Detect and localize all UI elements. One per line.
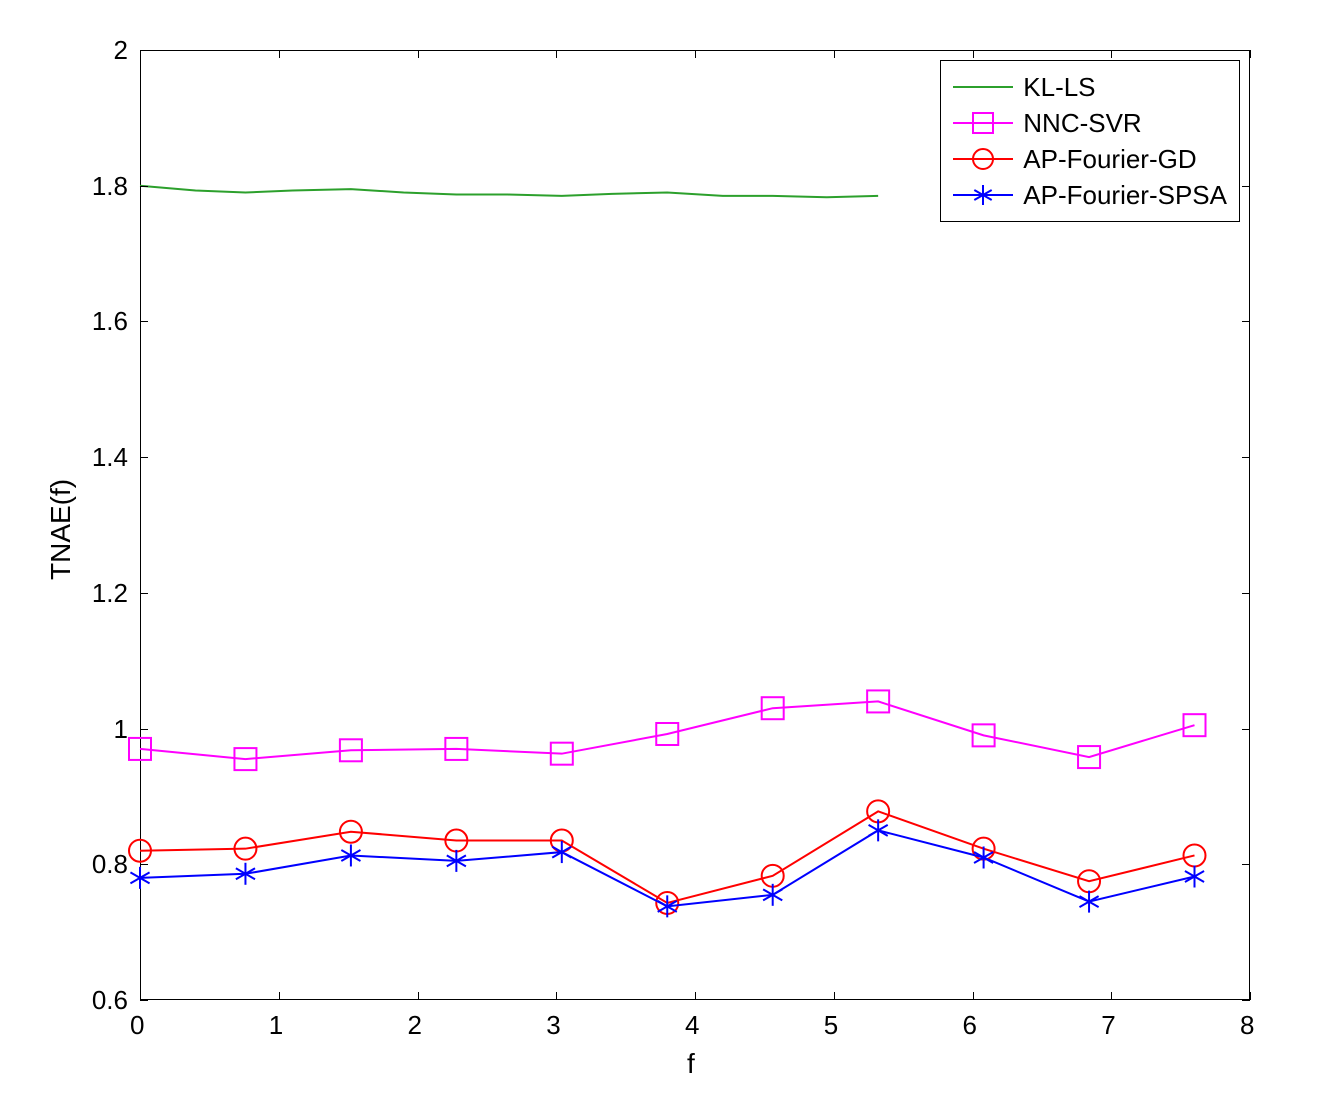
legend-item: AP-Fourier-SPSA bbox=[953, 177, 1227, 213]
x-tick-label: 7 bbox=[1101, 1010, 1115, 1041]
y-tick-mark bbox=[1242, 321, 1250, 322]
y-tick-mark bbox=[1242, 186, 1250, 187]
legend: KL-LS NNC-SVR AP-Fourier-GD AP-Fourier-SPSA bbox=[940, 60, 1240, 222]
series-line-AP-Fourier-SPSA bbox=[140, 830, 1195, 906]
x-tick-mark bbox=[418, 992, 419, 1000]
x-tick-mark bbox=[1111, 992, 1112, 1000]
x-tick-mark bbox=[1250, 992, 1251, 1000]
x-tick-mark bbox=[279, 992, 280, 1000]
y-tick-label: 1.6 bbox=[92, 306, 128, 337]
x-tick-label: 3 bbox=[546, 1010, 560, 1041]
series-line-AP-Fourier-GD bbox=[140, 811, 1195, 903]
y-tick-label: 0.6 bbox=[92, 985, 128, 1016]
x-tick-mark bbox=[140, 992, 141, 1000]
legend-label: AP-Fourier-SPSA bbox=[1023, 180, 1227, 211]
legend-label: AP-Fourier-GD bbox=[1023, 144, 1196, 175]
y-tick-mark bbox=[140, 864, 148, 865]
x-tick-mark bbox=[418, 50, 419, 58]
x-tick-mark bbox=[834, 50, 835, 58]
legend-item: AP-Fourier-GD bbox=[953, 141, 1227, 177]
x-tick-mark bbox=[695, 992, 696, 1000]
x-tick-label: 8 bbox=[1240, 1010, 1254, 1041]
y-tick-mark bbox=[140, 50, 148, 51]
y-tick-mark bbox=[140, 729, 148, 730]
series-line-NNC-SVR bbox=[140, 701, 1195, 759]
y-tick-mark bbox=[1242, 864, 1250, 865]
y-tick-label: 2 bbox=[114, 35, 128, 66]
y-tick-mark bbox=[140, 1000, 148, 1001]
y-tick-mark bbox=[140, 186, 148, 187]
series-marker-AP-Fourier-SPSA bbox=[1079, 891, 1098, 913]
x-tick-mark bbox=[695, 50, 696, 58]
x-tick-label: 2 bbox=[408, 1010, 422, 1041]
y-tick-label: 1 bbox=[114, 714, 128, 745]
y-tick-label: 1.8 bbox=[92, 171, 128, 202]
series-line-KL-LS bbox=[140, 186, 878, 198]
x-tick-mark bbox=[140, 50, 141, 58]
x-tick-mark bbox=[973, 992, 974, 1000]
y-tick-mark bbox=[1242, 50, 1250, 51]
chart-container: f TNAE(f) 0123456780.60.811.21.41.61.82 … bbox=[0, 0, 1322, 1114]
x-tick-label: 4 bbox=[685, 1010, 699, 1041]
y-tick-mark bbox=[1242, 593, 1250, 594]
legend-line-sample bbox=[953, 122, 1013, 124]
y-tick-mark bbox=[140, 321, 148, 322]
series-marker-AP-Fourier-SPSA bbox=[869, 819, 888, 841]
y-axis-label: TNAE(f) bbox=[45, 479, 77, 580]
x-tick-mark bbox=[834, 992, 835, 1000]
x-tick-mark bbox=[556, 992, 557, 1000]
x-tick-mark bbox=[973, 50, 974, 58]
x-tick-mark bbox=[1250, 50, 1251, 58]
series-marker-AP-Fourier-SPSA bbox=[1185, 866, 1204, 888]
legend-line-sample bbox=[953, 194, 1013, 196]
y-tick-mark bbox=[1242, 1000, 1250, 1001]
legend-line-sample bbox=[953, 86, 1013, 88]
x-tick-label: 0 bbox=[130, 1010, 144, 1041]
y-tick-label: 1.2 bbox=[92, 578, 128, 609]
x-tick-label: 6 bbox=[963, 1010, 977, 1041]
legend-line-sample bbox=[953, 158, 1013, 160]
x-tick-mark bbox=[279, 50, 280, 58]
legend-item: KL-LS bbox=[953, 69, 1227, 105]
x-tick-label: 1 bbox=[269, 1010, 283, 1041]
legend-label: NNC-SVR bbox=[1023, 108, 1141, 139]
x-axis-label: f bbox=[687, 1048, 695, 1080]
y-tick-mark bbox=[1242, 729, 1250, 730]
y-tick-label: 0.8 bbox=[92, 849, 128, 880]
x-tick-label: 5 bbox=[824, 1010, 838, 1041]
y-tick-label: 1.4 bbox=[92, 442, 128, 473]
x-tick-mark bbox=[556, 50, 557, 58]
y-tick-mark bbox=[140, 457, 148, 458]
y-tick-mark bbox=[1242, 457, 1250, 458]
legend-item: NNC-SVR bbox=[953, 105, 1227, 141]
x-tick-mark bbox=[1111, 50, 1112, 58]
y-tick-mark bbox=[140, 593, 148, 594]
legend-label: KL-LS bbox=[1023, 72, 1095, 103]
